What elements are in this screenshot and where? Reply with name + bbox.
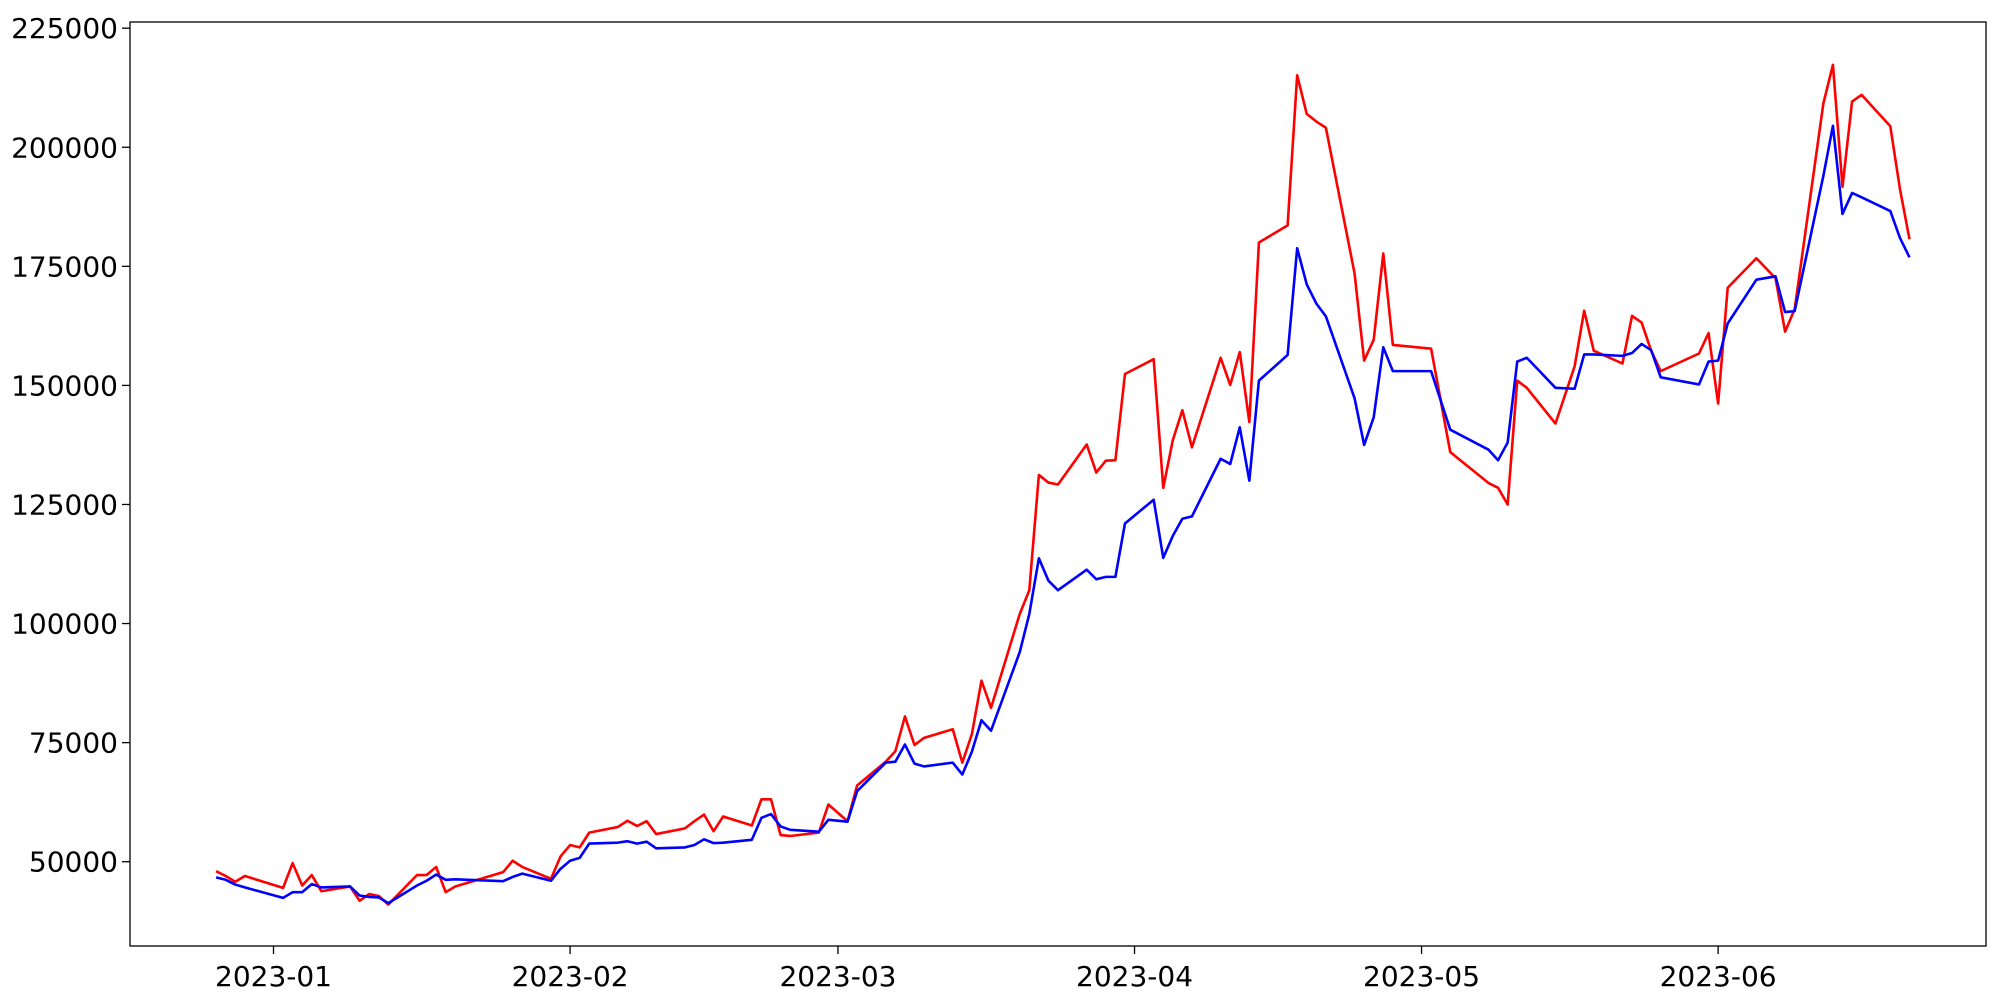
x-tick-label: 2023-04 (1076, 960, 1193, 993)
x-tick-label: 2023-01 (215, 960, 332, 993)
y-tick-label: 125000 (11, 488, 118, 521)
y-tick-label: 225000 (11, 12, 118, 45)
y-tick-label: 150000 (11, 369, 118, 402)
y-tick-label: 200000 (11, 131, 118, 164)
x-tick-label: 2023-03 (779, 960, 896, 993)
x-tick-label: 2023-06 (1660, 960, 1777, 993)
plot-frame (129, 21, 1987, 947)
line-series (215, 124, 1911, 905)
x-tick-label: 2023-05 (1363, 960, 1480, 993)
y-tick-label: 75000 (29, 727, 118, 760)
x-tick-label: 2023-02 (512, 960, 629, 993)
line-series (215, 63, 1911, 906)
y-tick-label: 100000 (11, 608, 118, 641)
y-tick-label: 175000 (11, 250, 118, 283)
y-tick-label: 50000 (29, 846, 118, 879)
